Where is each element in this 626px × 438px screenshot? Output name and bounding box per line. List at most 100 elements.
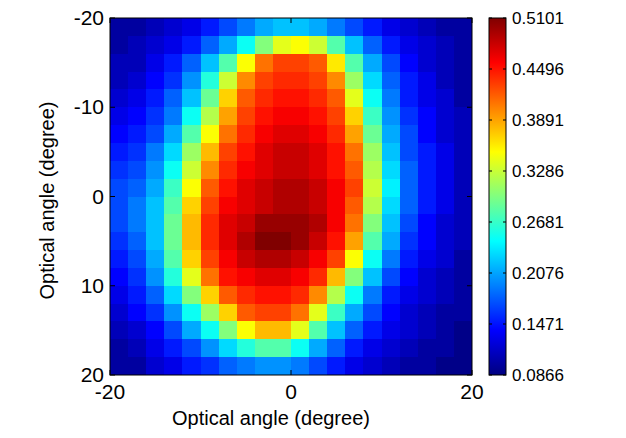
colorbar-tick-label: 0.0866 bbox=[512, 366, 564, 385]
heatmap-cell bbox=[182, 339, 201, 357]
heatmap-cell bbox=[182, 54, 201, 72]
heatmap-cell bbox=[255, 321, 274, 339]
heatmap-cell bbox=[128, 321, 147, 339]
heatmap-cell bbox=[345, 161, 364, 179]
y-tick bbox=[110, 18, 115, 19]
heatmap-cell bbox=[327, 250, 346, 268]
colorbar-tick bbox=[489, 273, 492, 274]
heatmap-cell bbox=[363, 197, 382, 215]
heatmap-cell bbox=[273, 268, 292, 286]
heatmap-cell bbox=[345, 304, 364, 322]
heatmap-cell bbox=[273, 143, 292, 161]
heatmap-cell bbox=[219, 197, 238, 215]
heatmap-cell bbox=[110, 304, 129, 322]
heatmap-cell bbox=[128, 161, 147, 179]
heatmap-cell bbox=[110, 54, 129, 72]
heatmap-cell bbox=[273, 232, 292, 250]
heatmap-cell bbox=[309, 339, 328, 357]
heatmap-cell bbox=[382, 197, 401, 215]
heatmap-cell bbox=[454, 36, 472, 54]
y-tick bbox=[467, 18, 472, 19]
heatmap-cell bbox=[291, 268, 310, 286]
heatmap-cell bbox=[382, 250, 401, 268]
heatmap-cell bbox=[164, 54, 183, 72]
colorbar-tick bbox=[503, 375, 506, 376]
heatmap-cell bbox=[436, 179, 455, 197]
heatmap-cell bbox=[418, 107, 437, 125]
heatmap-cell bbox=[164, 72, 183, 90]
heatmap-cell bbox=[201, 286, 220, 304]
colorbar-tick-label: 0.5101 bbox=[512, 9, 564, 28]
heatmap-cell bbox=[164, 179, 183, 197]
x-tick bbox=[472, 18, 473, 23]
heatmap-cell bbox=[146, 161, 165, 179]
heatmap-cell bbox=[436, 72, 455, 90]
heatmap-cell bbox=[219, 179, 238, 197]
heatmap-cell bbox=[237, 107, 256, 125]
heatmap-cell bbox=[327, 214, 346, 232]
heatmap-cell bbox=[363, 321, 382, 339]
heatmap-cell bbox=[128, 197, 147, 215]
heatmap-cell bbox=[110, 268, 129, 286]
heatmap-cell bbox=[146, 250, 165, 268]
heatmap-cell bbox=[219, 161, 238, 179]
heatmap-cell bbox=[454, 232, 472, 250]
heatmap-cell bbox=[436, 214, 455, 232]
y-tick bbox=[110, 196, 115, 197]
heatmap-cell bbox=[345, 321, 364, 339]
heatmap-cell bbox=[291, 214, 310, 232]
y-tick bbox=[110, 107, 115, 108]
heatmap-cell bbox=[382, 232, 401, 250]
heatmap-cell bbox=[237, 125, 256, 143]
heatmap-cell bbox=[237, 214, 256, 232]
heatmap-cell bbox=[309, 268, 328, 286]
heatmap-cell bbox=[327, 232, 346, 250]
heatmap-cell bbox=[418, 161, 437, 179]
heatmap-cell bbox=[454, 304, 472, 322]
heatmap-cell bbox=[345, 72, 364, 90]
heatmap-cell bbox=[237, 89, 256, 107]
heatmap-cell bbox=[146, 321, 165, 339]
heatmap-cell bbox=[182, 197, 201, 215]
heatmap-cell bbox=[400, 197, 419, 215]
heatmap-cell bbox=[291, 18, 310, 36]
heatmap-cell bbox=[382, 125, 401, 143]
heatmap-cell bbox=[363, 72, 382, 90]
heatmap-cell bbox=[327, 36, 346, 54]
y-tick bbox=[467, 107, 472, 108]
heatmap-cell bbox=[309, 232, 328, 250]
colorbar-tick-label: 0.4496 bbox=[512, 60, 564, 79]
heatmap-cell bbox=[182, 179, 201, 197]
heatmap-cell bbox=[436, 286, 455, 304]
heatmap-cell bbox=[110, 36, 129, 54]
colorbar-tick bbox=[503, 120, 506, 121]
heatmap-cell bbox=[436, 250, 455, 268]
heatmap-cell bbox=[273, 89, 292, 107]
heatmap-cell bbox=[327, 18, 346, 36]
x-tick bbox=[291, 370, 292, 375]
heatmap-cell bbox=[255, 214, 274, 232]
heatmap-cell bbox=[345, 54, 364, 72]
heatmap-cell bbox=[110, 125, 129, 143]
heatmap-cell bbox=[291, 54, 310, 72]
heatmap-cell bbox=[345, 232, 364, 250]
colorbar-tick bbox=[489, 120, 492, 121]
heatmap-cell bbox=[309, 161, 328, 179]
heatmap-cell bbox=[363, 339, 382, 357]
heatmap-cell bbox=[201, 36, 220, 54]
heatmap-cell bbox=[219, 304, 238, 322]
colorbar-tick bbox=[503, 273, 506, 274]
heatmap-cell bbox=[219, 18, 238, 36]
heatmap-cell bbox=[128, 214, 147, 232]
heatmap-cell bbox=[418, 304, 437, 322]
heatmap-cell bbox=[182, 161, 201, 179]
heatmap-cell bbox=[110, 197, 129, 215]
heatmap-cell bbox=[255, 339, 274, 357]
heatmap-cell bbox=[219, 143, 238, 161]
heatmap-cell bbox=[255, 232, 274, 250]
y-tick-label: 0 bbox=[92, 185, 104, 208]
heatmap-cell bbox=[255, 89, 274, 107]
heatmap-cell bbox=[345, 214, 364, 232]
heatmap-cell bbox=[400, 54, 419, 72]
heatmap-cell bbox=[436, 232, 455, 250]
